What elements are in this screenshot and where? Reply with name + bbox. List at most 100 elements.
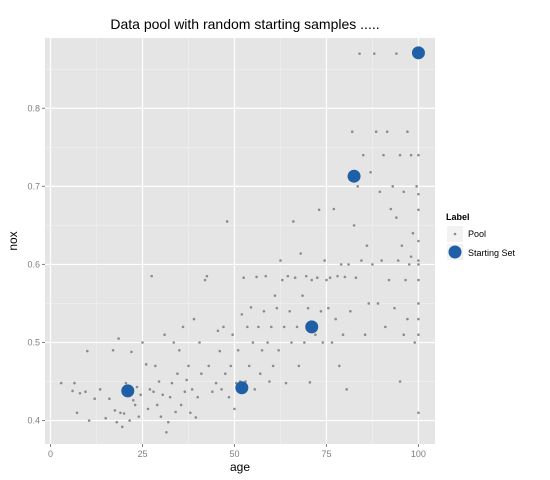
pool-point	[229, 364, 233, 368]
pool-point	[220, 388, 223, 391]
pool-point	[328, 276, 332, 279]
pool-point	[240, 313, 244, 316]
pool-point	[170, 381, 174, 385]
pool-point	[249, 306, 253, 309]
pool-point	[154, 364, 157, 368]
pool-point	[174, 410, 177, 414]
pool-point	[317, 208, 321, 212]
pool-point	[281, 278, 284, 282]
pool-point	[391, 185, 394, 188]
pool-point	[59, 381, 63, 385]
pool-point	[144, 363, 148, 366]
pool-point	[271, 364, 275, 368]
pool-point	[93, 397, 96, 401]
pool-point	[396, 259, 400, 262]
legend-title: Label	[446, 212, 470, 222]
pool-point	[251, 341, 255, 344]
pool-point	[211, 390, 214, 393]
pool-point	[183, 390, 187, 393]
pool-point	[148, 388, 152, 391]
pool-point	[255, 275, 258, 279]
pool-point	[73, 381, 76, 385]
pool-point	[137, 415, 141, 418]
pool-point	[361, 153, 365, 157]
pool-point	[341, 333, 345, 336]
pool-point	[141, 341, 144, 344]
pool-point	[395, 52, 398, 55]
legend: Label Pool Starting Set	[446, 212, 516, 260]
pool-point	[330, 341, 334, 344]
pool-point	[417, 317, 420, 321]
pool-point	[406, 130, 409, 133]
pool-point	[288, 309, 291, 313]
pool-point	[407, 263, 411, 266]
x-tick-label: 100	[411, 449, 426, 459]
pool-point	[321, 341, 325, 344]
pool-point	[417, 208, 420, 212]
pool-point	[159, 415, 163, 418]
pool-point	[301, 294, 304, 297]
pool-point	[264, 274, 268, 278]
pool-point	[78, 391, 82, 395]
pool-point	[260, 349, 264, 352]
pool-point	[227, 395, 231, 399]
pool-point	[400, 244, 404, 247]
pool-point	[398, 380, 402, 383]
pool-point	[334, 317, 337, 321]
pool-point	[242, 276, 245, 279]
pool-point	[196, 395, 199, 399]
x-tick-label: 75	[321, 449, 331, 459]
pool-point	[236, 349, 240, 352]
pool-point	[172, 341, 176, 344]
legend-label-starting-set: Starting Set	[468, 248, 516, 258]
pool-point	[413, 341, 417, 344]
pool-point	[214, 381, 218, 385]
pool-point	[292, 220, 295, 223]
pool-point	[417, 278, 420, 282]
pool-point	[327, 306, 330, 310]
pool-point	[185, 378, 188, 382]
y-tick-label: 0.7	[27, 181, 40, 191]
pool-point	[181, 325, 185, 329]
pool-point	[417, 259, 420, 262]
pool-point	[417, 239, 420, 243]
pool-point	[246, 325, 249, 329]
pool-point	[332, 207, 336, 211]
pool-point	[177, 349, 181, 352]
pool-point	[393, 306, 396, 310]
pool-point	[293, 276, 297, 279]
pool-point	[157, 380, 161, 383]
pool-point	[306, 306, 310, 310]
pool-point	[71, 389, 74, 393]
pool-point	[87, 419, 91, 422]
pool-point	[360, 259, 363, 262]
pool-point	[135, 385, 139, 389]
pool-point	[200, 372, 203, 376]
pool-point	[128, 419, 131, 422]
pool-point	[310, 278, 314, 282]
pool-point	[339, 263, 343, 266]
pool-point	[354, 276, 358, 279]
pool-point	[132, 398, 135, 402]
pool-series	[59, 52, 420, 434]
pool-point	[325, 278, 328, 282]
pool-point	[233, 407, 236, 411]
pool-point	[308, 381, 312, 384]
pool-point	[192, 317, 196, 321]
pool-point	[268, 380, 271, 383]
pool-point	[247, 364, 251, 368]
pool-point	[352, 224, 356, 227]
pool-point	[225, 220, 229, 223]
pool-point	[194, 416, 198, 419]
pool-point	[108, 397, 111, 401]
x-tick-label: 50	[229, 449, 239, 459]
pool-point	[409, 255, 413, 258]
y-axis-title: nox	[6, 231, 20, 250]
pool-point	[218, 349, 222, 353]
pool-point	[387, 278, 391, 282]
starting-set-point	[411, 46, 425, 60]
pool-point	[369, 170, 372, 174]
pool-point	[385, 130, 389, 133]
pool-point	[290, 341, 293, 344]
